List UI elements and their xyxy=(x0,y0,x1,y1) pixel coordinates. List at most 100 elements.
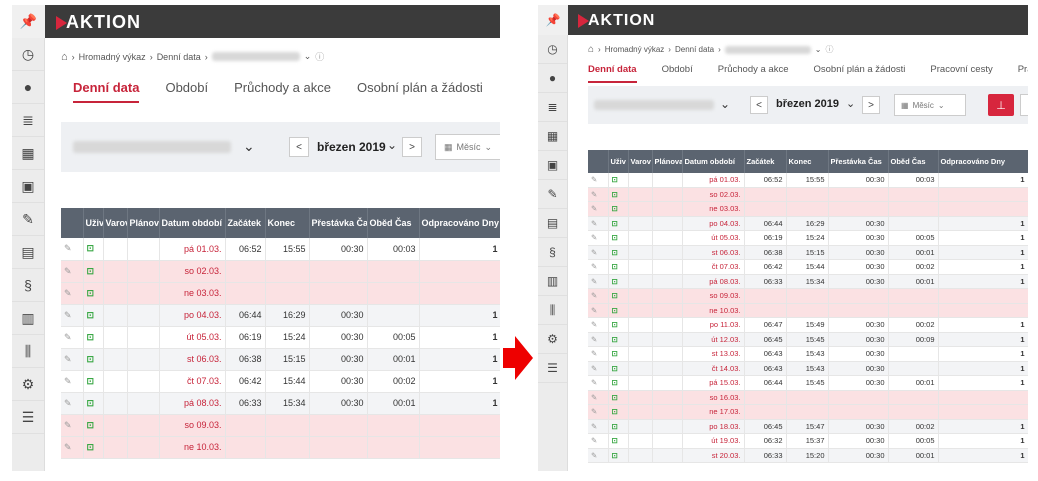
table-row[interactable]: ✎ ⊡ čt 07.03. 06:42 15:44 00:30 00:02 1 xyxy=(588,259,1028,275)
chevron-down-icon[interactable]: ⌄ xyxy=(303,51,312,61)
breadcrumb-item[interactable]: Denní data xyxy=(674,45,715,54)
chevron-down-icon[interactable]: ⌄ xyxy=(846,98,856,110)
tab-0[interactable]: Denní data xyxy=(73,80,140,103)
edit-icon[interactable]: ✎ xyxy=(588,259,609,275)
column-header[interactable]: Přestávka Čas xyxy=(309,208,368,238)
column-header[interactable]: Varov xyxy=(103,208,128,238)
calendar-icon[interactable]: ▦ xyxy=(538,122,567,151)
edit-icon[interactable]: ✎ xyxy=(588,419,609,434)
edit-icon[interactable]: ✎ xyxy=(588,433,609,449)
column-header[interactable]: Uživ xyxy=(608,150,629,173)
edit-doc-icon[interactable]: ✎ xyxy=(538,180,567,209)
column-header[interactable]: Plánov xyxy=(127,208,160,238)
table-row[interactable]: ✎ ⊡ so 02.03. xyxy=(61,260,500,283)
column-header[interactable]: Začátek xyxy=(744,150,787,173)
report-icon[interactable]: ▤ xyxy=(538,209,567,238)
chevron-down-icon[interactable]: ⌄ xyxy=(814,45,822,54)
edit-icon[interactable]: ✎ xyxy=(61,282,84,305)
view-select[interactable]: ▦ Měsíc ⌄ xyxy=(435,134,500,160)
edit-icon[interactable]: ✎ xyxy=(61,326,84,349)
user-icon[interactable]: ● xyxy=(538,64,567,93)
tab-1[interactable]: Období xyxy=(661,64,693,75)
table-row[interactable]: ✎ ⊡ pá 01.03. 06:52 15:55 00:30 00:03 1 xyxy=(61,238,500,261)
cutlery-icon[interactable]: ⫼ xyxy=(538,296,567,325)
next-month-button[interactable]: > xyxy=(402,137,422,157)
edit-icon[interactable]: ✎ xyxy=(61,304,84,327)
database-icon[interactable]: ≣ xyxy=(12,104,44,137)
edit-icon[interactable]: ✎ xyxy=(588,288,609,304)
edit-icon[interactable]: ✎ xyxy=(588,274,609,289)
paragraph-icon[interactable]: § xyxy=(538,238,567,267)
edit-icon[interactable]: ✎ xyxy=(588,216,609,231)
edit-icon[interactable]: ✎ xyxy=(588,230,609,246)
table-row[interactable]: ✎ ⊡ pá 08.03. 06:33 15:34 00:30 00:01 1 xyxy=(588,274,1028,289)
column-header[interactable]: Přestávka Čas xyxy=(828,150,889,173)
edit-icon[interactable]: ✎ xyxy=(61,348,84,371)
edit-icon[interactable]: ✎ xyxy=(61,238,84,261)
tab-0[interactable]: Denní data xyxy=(588,64,637,83)
edit-icon[interactable]: ✎ xyxy=(588,375,609,391)
next-month-button[interactable]: > xyxy=(862,96,880,114)
calendar-icon[interactable]: ▦ xyxy=(12,137,44,170)
group-selector[interactable] xyxy=(594,100,714,110)
chevron-down-icon[interactable]: ⌄ xyxy=(720,97,731,111)
table-row[interactable]: ✎ ⊡ st 20.03. 06:33 15:20 00:30 00:01 1 xyxy=(588,448,1028,463)
edit-icon[interactable]: ✎ xyxy=(61,436,84,459)
database-icon[interactable]: ≣ xyxy=(538,93,567,122)
table-row[interactable]: ✎ ⊡ so 02.03. xyxy=(588,187,1028,202)
home-icon[interactable]: ⌂ xyxy=(588,44,595,55)
document-icon[interactable]: ▥ xyxy=(12,302,44,335)
tab-3[interactable]: Osobní plán a žádosti xyxy=(813,64,906,75)
table-row[interactable]: ✎ ⊡ út 19.03. 06:32 15:37 00:30 00:05 1 xyxy=(588,433,1028,449)
calendar-check-icon[interactable]: ▣ xyxy=(538,151,567,180)
edit-icon[interactable]: ✎ xyxy=(588,317,609,333)
clock-icon[interactable]: ◷ xyxy=(538,35,567,64)
chevron-down-icon[interactable]: ⌄ xyxy=(243,138,255,154)
column-header[interactable]: Odpracováno Dny xyxy=(419,208,500,238)
column-header[interactable]: Oběd Čas xyxy=(367,208,420,238)
breadcrumb-item[interactable]: Denní data xyxy=(156,51,201,62)
export-button[interactable]: ⊥ xyxy=(988,94,1014,116)
pin-icon[interactable]: 📌 xyxy=(12,5,45,38)
column-header[interactable]: Datum období xyxy=(682,150,745,173)
document-icon[interactable]: ▥ xyxy=(538,267,567,296)
table-row[interactable]: ✎ ⊡ po 11.03. 06:47 15:49 00:30 00:02 1 xyxy=(588,317,1028,333)
table-row[interactable]: ✎ ⊡ ne 10.03. xyxy=(588,303,1028,318)
gears-icon[interactable]: ⚙ xyxy=(12,368,44,401)
table-row[interactable]: ✎ ⊡ čt 07.03. 06:42 15:44 00:30 00:02 1 xyxy=(61,370,500,393)
edit-icon[interactable]: ✎ xyxy=(588,303,609,318)
table-row[interactable]: ✎ ⊡ ne 03.03. xyxy=(61,282,500,305)
tab-4[interactable]: Pracovní cesty xyxy=(930,64,993,75)
column-header[interactable]: Plánova xyxy=(652,150,683,173)
list-icon[interactable]: ☰ xyxy=(538,354,567,383)
chevron-down-icon[interactable]: ⌄ xyxy=(387,138,398,152)
column-header[interactable]: Konec xyxy=(786,150,829,173)
table-row[interactable]: ✎ ⊡ čt 14.03. 06:43 15:43 00:30 1 xyxy=(588,361,1028,376)
edit-icon[interactable]: ✎ xyxy=(61,414,84,437)
table-row[interactable]: ✎ ⊡ st 06.03. 06:38 15:15 00:30 00:01 1 xyxy=(588,245,1028,260)
table-row[interactable]: ✎ ⊡ ne 03.03. xyxy=(588,201,1028,217)
column-header[interactable]: Oběd Čas xyxy=(888,150,939,173)
breadcrumb-item[interactable]: Hromadný výkaz xyxy=(78,51,146,62)
cutlery-icon[interactable]: ⫼ xyxy=(12,335,44,368)
table-row[interactable]: ✎ ⊡ so 16.03. xyxy=(588,390,1028,405)
table-row[interactable]: ✎ ⊡ pá 08.03. 06:33 15:34 00:30 00:01 1 xyxy=(61,392,500,415)
table-row[interactable]: ✎ ⊡ st 13.03. 06:43 15:43 00:30 1 xyxy=(588,346,1028,362)
column-header[interactable]: Konec xyxy=(265,208,310,238)
column-header[interactable]: Uživ xyxy=(83,208,104,238)
info-icon[interactable]: ⓘ xyxy=(315,52,325,62)
tab-2[interactable]: Průchody a akce xyxy=(717,64,789,75)
tab-5[interactable]: Pra xyxy=(1017,64,1028,75)
edit-doc-icon[interactable]: ✎ xyxy=(12,203,44,236)
edit-icon[interactable]: ✎ xyxy=(588,332,609,347)
tab-2[interactable]: Průchody a akce xyxy=(234,80,331,95)
view-select[interactable]: ▦ Měsíc ⌄ xyxy=(894,94,966,116)
pin-icon[interactable]: 📌 xyxy=(538,5,568,35)
clock-icon[interactable]: ◷ xyxy=(12,38,44,71)
edit-icon[interactable]: ✎ xyxy=(588,346,609,362)
tab-1[interactable]: Období xyxy=(165,80,209,95)
edit-icon[interactable]: ✎ xyxy=(588,361,609,376)
table-row[interactable]: ✎ ⊡ po 04.03. 06:44 16:29 00:30 1 xyxy=(588,216,1028,231)
list-icon[interactable]: ☰ xyxy=(12,401,44,434)
tab-3[interactable]: Osobní plán a žádosti xyxy=(356,80,483,95)
